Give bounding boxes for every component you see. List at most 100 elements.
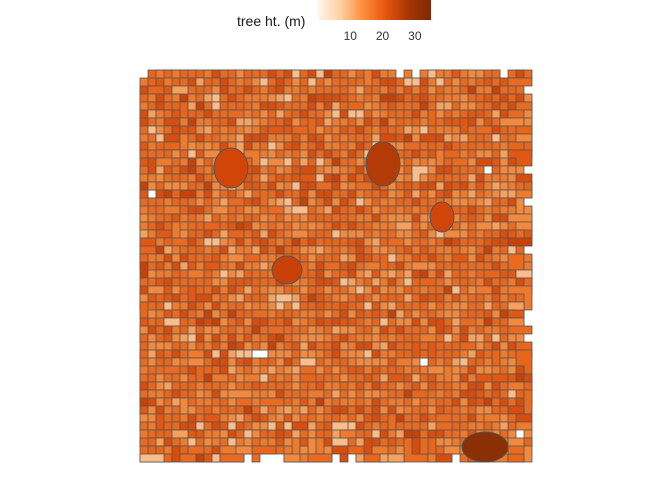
crown-cell	[323, 77, 333, 87]
crown-cell	[395, 93, 405, 103]
crown-cell	[379, 301, 389, 311]
crown-cell	[251, 213, 261, 223]
crown-cell	[211, 453, 221, 463]
crown-cell	[403, 349, 413, 359]
crown-cell	[443, 109, 453, 119]
crown-cell	[347, 101, 365, 111]
crown-cell	[355, 133, 365, 143]
crown-cell	[371, 229, 381, 239]
crown-cell	[467, 333, 477, 343]
crown-cell	[475, 69, 485, 79]
crown-cell	[515, 413, 533, 423]
crown-cell	[171, 293, 181, 303]
crown-cell	[379, 221, 389, 231]
crown-cell	[155, 357, 165, 367]
crown-cell	[491, 309, 501, 319]
crown-cell	[259, 237, 269, 247]
crown-cell	[419, 349, 429, 359]
crown-cell	[235, 205, 245, 215]
crown-cell	[227, 245, 237, 255]
crown-cell	[451, 429, 461, 439]
crown-cell	[323, 429, 333, 439]
crown-cell	[347, 349, 357, 359]
crown-cell	[403, 69, 413, 79]
crown-cell	[363, 133, 373, 143]
crown-cell	[251, 341, 261, 351]
crown-cell	[163, 141, 181, 151]
crown-cell	[291, 349, 301, 359]
crown-cell	[171, 325, 181, 335]
crown-cell	[211, 197, 221, 207]
crown-cell	[259, 261, 269, 271]
crown-cell	[163, 365, 181, 375]
crown-cell	[139, 149, 149, 159]
crown-cell	[171, 237, 189, 247]
crown-cell	[187, 261, 197, 271]
tall-crown	[213, 147, 249, 189]
crown-cell	[147, 325, 157, 335]
crown-cell	[435, 357, 445, 367]
crown-cell	[339, 389, 349, 399]
crown-cell	[419, 229, 429, 239]
tall-crown	[429, 201, 455, 233]
crown-cell	[435, 189, 445, 199]
crown-cell	[331, 309, 341, 319]
crown-cell	[147, 413, 157, 423]
crown-cell	[467, 381, 477, 391]
crown-cell	[483, 133, 493, 143]
crown-cell	[323, 333, 333, 343]
crown-cell	[491, 397, 501, 407]
crown-cell	[323, 117, 333, 127]
crown-cell	[523, 437, 533, 447]
crown-cell	[163, 205, 181, 215]
crown-cell	[195, 397, 205, 407]
crown-cell	[179, 261, 189, 271]
crown-cell	[211, 365, 221, 375]
crown-cell	[459, 229, 469, 239]
crown-cell	[395, 301, 405, 311]
crown-cell	[139, 421, 149, 431]
crown-cell	[347, 301, 357, 311]
crown-cell	[171, 165, 181, 175]
crown-cell	[171, 405, 181, 415]
crown-cell	[467, 253, 477, 263]
crown-cell	[251, 309, 269, 319]
crown-cell	[371, 373, 381, 383]
crown-cell	[139, 213, 149, 223]
crown-cell	[347, 117, 357, 127]
crown-cell	[243, 109, 253, 119]
crown-cell	[467, 189, 477, 199]
crown-cell	[475, 157, 493, 167]
crown-cell	[451, 309, 461, 319]
crown-cell	[219, 453, 245, 463]
crown-cell	[283, 413, 293, 423]
crown-cell	[267, 437, 277, 447]
crown-cell	[515, 69, 525, 79]
crown-cell	[155, 381, 165, 391]
crown-cell	[331, 125, 341, 135]
crown-cell	[251, 237, 261, 247]
crown-cell	[163, 261, 173, 271]
crown-cell	[251, 197, 261, 207]
crown-cell	[483, 333, 493, 343]
crown-cell	[235, 325, 245, 335]
crown-cell	[219, 85, 229, 95]
crown-cell	[347, 277, 357, 287]
crown-cell	[243, 317, 253, 327]
crown-cell	[459, 357, 469, 367]
crown-cell	[379, 349, 389, 359]
crown-cell	[243, 69, 253, 79]
crown-polygons	[139, 69, 533, 463]
crown-cell	[419, 421, 429, 431]
crown-cell	[267, 237, 277, 247]
crown-cell	[499, 229, 509, 239]
crown-cell	[451, 357, 461, 367]
crown-cell	[523, 109, 533, 119]
crown-cell	[419, 125, 429, 135]
crown-cell	[299, 213, 309, 223]
crown-cell	[395, 109, 405, 119]
crown-cell	[243, 333, 253, 343]
crown-cell	[483, 245, 493, 255]
crown-cell	[427, 365, 445, 375]
crown-cell	[195, 133, 205, 143]
